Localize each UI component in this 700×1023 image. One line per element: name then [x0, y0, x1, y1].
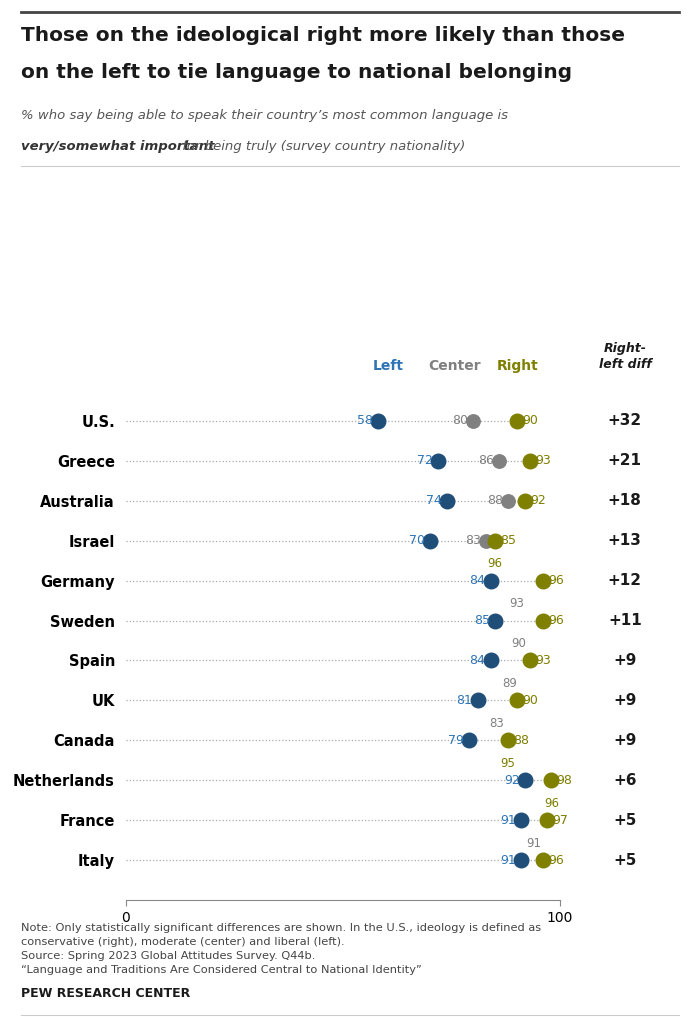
Text: 93: 93 [509, 597, 524, 611]
Point [463, 732, 475, 749]
Point [519, 772, 531, 789]
Text: Right: Right [497, 359, 539, 373]
Text: 91: 91 [500, 814, 516, 827]
Text: Those on the ideological right more likely than those: Those on the ideological right more like… [21, 26, 625, 45]
Text: +5: +5 [613, 853, 636, 868]
Text: 74: 74 [426, 494, 442, 507]
Text: +9: +9 [613, 693, 636, 708]
Point [541, 812, 552, 829]
Text: 86: 86 [478, 454, 494, 468]
Text: 89: 89 [503, 677, 517, 691]
Text: +18: +18 [608, 493, 642, 508]
Text: 80: 80 [452, 414, 468, 428]
Text: +13: +13 [608, 533, 642, 548]
Text: Note: Only statistically significant differences are shown. In the U.S., ideolog: Note: Only statistically significant dif… [21, 923, 541, 975]
Text: +5: +5 [613, 813, 636, 828]
Text: 95: 95 [500, 757, 515, 770]
Text: +12: +12 [608, 573, 642, 588]
Point [511, 693, 522, 709]
Point [546, 772, 557, 789]
Point [519, 492, 531, 508]
Text: 83: 83 [490, 717, 505, 730]
Point [511, 412, 522, 429]
Text: +6: +6 [613, 772, 636, 788]
Text: 72: 72 [417, 454, 433, 468]
Point [489, 613, 500, 629]
Point [481, 532, 492, 548]
Point [537, 852, 548, 869]
Text: 92: 92 [531, 494, 546, 507]
Point [524, 452, 536, 469]
Text: +11: +11 [608, 613, 642, 628]
Text: Left: Left [373, 359, 404, 373]
Point [537, 613, 548, 629]
Text: very/somewhat important: very/somewhat important [21, 140, 214, 153]
Point [372, 412, 384, 429]
Text: 84: 84 [470, 574, 485, 587]
Point [442, 492, 453, 508]
Text: 98: 98 [556, 773, 573, 787]
Text: 97: 97 [552, 814, 568, 827]
Point [485, 653, 496, 669]
Text: 96: 96 [544, 797, 559, 810]
Point [537, 573, 548, 589]
Text: 96: 96 [548, 614, 564, 627]
Text: Right-
left diff: Right- left diff [598, 343, 652, 371]
Text: 85: 85 [500, 534, 516, 547]
Point [503, 492, 514, 508]
Point [468, 412, 479, 429]
Text: 83: 83 [465, 534, 481, 547]
Point [515, 812, 526, 829]
Text: 88: 88 [486, 494, 503, 507]
Text: 90: 90 [522, 414, 538, 428]
Text: 92: 92 [504, 773, 520, 787]
Point [472, 693, 483, 709]
Point [503, 732, 514, 749]
Text: 85: 85 [474, 614, 490, 627]
Point [515, 852, 526, 869]
Text: 58: 58 [356, 414, 372, 428]
Text: 96: 96 [548, 574, 564, 587]
Text: PEW RESEARCH CENTER: PEW RESEARCH CENTER [21, 987, 190, 1000]
Text: 70: 70 [409, 534, 425, 547]
Text: 90: 90 [522, 694, 538, 707]
Text: 88: 88 [513, 733, 529, 747]
Text: +9: +9 [613, 732, 636, 748]
Text: +21: +21 [608, 453, 642, 469]
Point [524, 653, 536, 669]
Point [433, 452, 444, 469]
Text: for being truly (survey country nationality): for being truly (survey country national… [178, 140, 466, 153]
Text: +32: +32 [608, 413, 642, 429]
Text: Center: Center [428, 359, 482, 373]
Text: 93: 93 [535, 654, 551, 667]
Text: 79: 79 [448, 733, 463, 747]
Point [494, 452, 505, 469]
Text: 81: 81 [456, 694, 473, 707]
Text: 90: 90 [511, 637, 526, 651]
Point [485, 573, 496, 589]
Text: +9: +9 [613, 653, 636, 668]
Point [424, 532, 435, 548]
Text: on the left to tie language to national belonging: on the left to tie language to national … [21, 63, 572, 83]
Text: 96: 96 [487, 558, 503, 571]
Point [489, 532, 500, 548]
Text: 96: 96 [548, 854, 564, 866]
Text: 91: 91 [500, 854, 516, 866]
Text: 91: 91 [526, 837, 542, 850]
Text: 84: 84 [470, 654, 485, 667]
Text: 93: 93 [535, 454, 551, 468]
Text: % who say being able to speak their country’s most common language is: % who say being able to speak their coun… [21, 109, 508, 123]
